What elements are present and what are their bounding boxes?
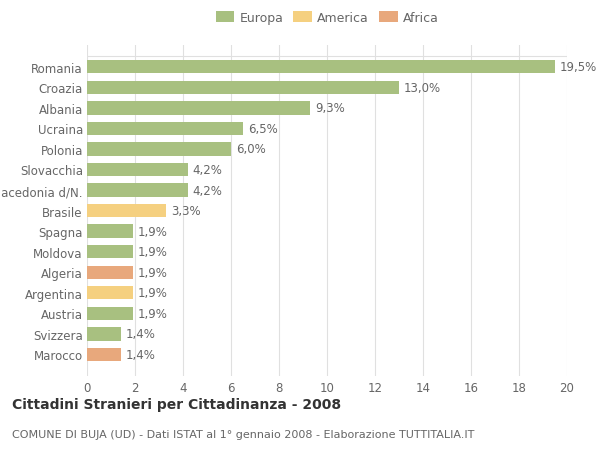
Bar — [87, 184, 188, 197]
Bar — [87, 266, 133, 280]
Text: 1,4%: 1,4% — [125, 348, 155, 361]
Bar — [87, 123, 243, 136]
Text: 1,9%: 1,9% — [137, 266, 167, 279]
Bar — [87, 246, 133, 259]
Bar — [87, 143, 231, 156]
Text: 1,4%: 1,4% — [125, 328, 155, 341]
Text: 1,9%: 1,9% — [137, 287, 167, 300]
Bar — [87, 81, 399, 95]
Text: 1,9%: 1,9% — [137, 225, 167, 238]
Legend: Europa, America, Africa: Europa, America, Africa — [213, 9, 441, 27]
Text: COMUNE DI BUJA (UD) - Dati ISTAT al 1° gennaio 2008 - Elaborazione TUTTITALIA.IT: COMUNE DI BUJA (UD) - Dati ISTAT al 1° g… — [12, 429, 475, 439]
Bar — [87, 286, 133, 300]
Bar — [87, 328, 121, 341]
Text: 13,0%: 13,0% — [404, 82, 441, 95]
Text: 6,5%: 6,5% — [248, 123, 278, 135]
Text: 1,9%: 1,9% — [137, 246, 167, 258]
Text: 3,3%: 3,3% — [171, 205, 200, 218]
Text: 4,2%: 4,2% — [193, 164, 223, 177]
Text: 19,5%: 19,5% — [560, 61, 597, 74]
Bar — [87, 102, 310, 115]
Text: Cittadini Stranieri per Cittadinanza - 2008: Cittadini Stranieri per Cittadinanza - 2… — [12, 397, 341, 411]
Text: 9,3%: 9,3% — [315, 102, 345, 115]
Bar — [87, 348, 121, 361]
Bar — [87, 163, 188, 177]
Bar — [87, 307, 133, 320]
Text: 4,2%: 4,2% — [193, 184, 223, 197]
Bar — [87, 204, 166, 218]
Bar — [87, 225, 133, 238]
Bar — [87, 61, 555, 74]
Text: 1,9%: 1,9% — [137, 307, 167, 320]
Text: 6,0%: 6,0% — [236, 143, 266, 156]
